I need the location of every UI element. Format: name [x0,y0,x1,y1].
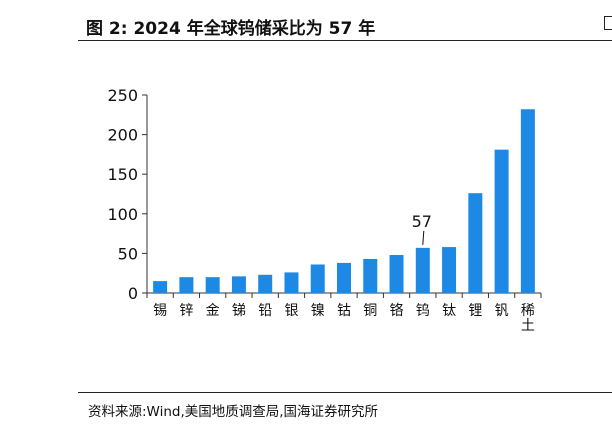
bar-银 [284,272,299,293]
x-tick-label: 锑 [232,303,246,319]
y-tick-label: 50 [118,244,138,263]
title-divider [78,40,612,41]
x-tick-label: 金 [206,303,220,319]
x-tick-label: 钨 [416,303,430,319]
bar-镍 [310,264,325,293]
x-tick-label: 钴 [337,303,351,319]
x-tick-label: 钛 [442,303,456,319]
source-note: 资料来源:Wind,美国地质调查局,国海证券研究所 [88,404,379,420]
bar-锂 [468,193,483,293]
bar-layer [153,109,535,293]
x-tick-label: 锡 [153,303,167,319]
x-tick-label: 锌 [179,303,193,319]
y-tick-label: 100 [107,205,138,224]
corner-mark [604,16,612,30]
figure-title: 图 2: 2024 年全球钨储采比为 57 年 [86,19,376,39]
y-tick-label: 250 [107,86,138,105]
x-tick-label: 稀土 [521,303,535,334]
source-divider [78,392,612,393]
bar-锡 [153,281,168,293]
bar-钨 [415,247,430,293]
bar-铅 [258,274,273,293]
bar-铬 [389,254,404,293]
x-tick-label: 铜 [363,303,377,319]
y-tick-label: 150 [107,165,138,184]
x-tick-label: 锂 [468,303,482,319]
annotation-label: 57 [412,212,432,231]
x-tick-label: 钒 [495,303,509,319]
bar-钒 [494,149,509,293]
bar-锑 [231,276,246,293]
x-tick-label: 铅 [258,303,272,319]
annotation-leader-line [422,230,425,245]
bar-锌 [179,277,194,293]
label-layer: 锡锌金锑铅银镍钴铜铬钨钛锂钒稀土 57 [153,212,535,334]
bar-钴 [337,262,351,293]
x-tick-label: 铬 [390,303,404,319]
x-tick-label: 银 [284,303,298,319]
x-tick-label: 镍 [311,303,325,319]
bar-稀土 [520,109,535,293]
bar-钛 [442,247,457,293]
bar-铜 [363,258,378,293]
y-tick-label: 0 [128,284,138,303]
bar-金 [205,277,220,293]
y-tick-label: 200 [107,126,138,145]
